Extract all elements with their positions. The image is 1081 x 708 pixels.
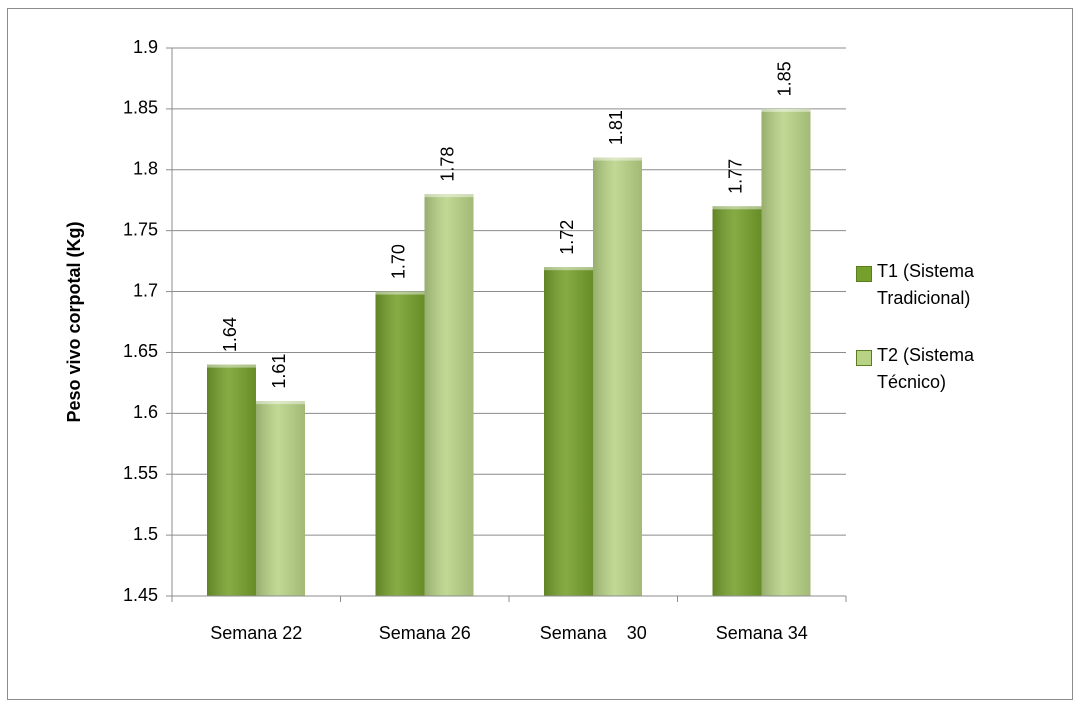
y-tick-label: 1.85 xyxy=(123,98,158,118)
bar-top xyxy=(761,108,811,112)
legend-swatch xyxy=(856,266,872,282)
bar-shade xyxy=(256,401,305,596)
legend: T1 (Sistema Tradicional) T2 (Sistema Técn… xyxy=(856,261,1056,430)
y-tick-label: 1.45 xyxy=(123,585,158,605)
bar-top xyxy=(375,291,425,295)
x-tick-label: Semana 22 xyxy=(210,623,302,643)
y-tick-label: 1.75 xyxy=(123,219,158,239)
value-label: 1.85 xyxy=(775,61,795,96)
y-tick-label: 1.9 xyxy=(133,37,158,57)
frame xyxy=(7,8,1073,700)
legend-swatch xyxy=(856,350,872,366)
bar-shade xyxy=(712,206,762,597)
x-tick-label: Semana 30 xyxy=(540,623,647,643)
bar-shade xyxy=(375,291,425,596)
bar-shade xyxy=(761,108,811,596)
y-tick-label: 1.6 xyxy=(133,402,158,422)
bar-top xyxy=(712,206,762,210)
bar-shade xyxy=(424,194,474,596)
y-tick-label: 1.8 xyxy=(133,159,158,179)
y-axis-label: Peso vivo corpotal (Kg) xyxy=(64,221,84,422)
value-label: 1.61 xyxy=(269,354,289,389)
value-label: 1.78 xyxy=(438,147,458,182)
value-label: 1.64 xyxy=(220,317,240,352)
bar-top xyxy=(256,401,305,405)
x-tick-label: Semana 34 xyxy=(716,623,808,643)
value-label: 1.81 xyxy=(606,110,626,145)
y-tick-label: 1.7 xyxy=(133,280,158,300)
legend-item: T2 (Sistema Técnico) xyxy=(856,345,1056,396)
bar-top xyxy=(593,157,642,161)
bar-top xyxy=(207,364,256,368)
y-tick-label: 1.5 xyxy=(133,524,158,544)
bar-top xyxy=(424,194,474,198)
legend-label: T1 (Sistema Tradicional) xyxy=(877,261,975,308)
bar-top xyxy=(544,267,593,271)
value-label: 1.77 xyxy=(726,159,746,194)
legend-label: T2 (Sistema Técnico) xyxy=(877,345,975,392)
y-tick-label: 1.55 xyxy=(123,463,158,483)
bar-shade xyxy=(544,267,593,596)
x-tick-label: Semana 26 xyxy=(379,623,471,643)
bar-shade xyxy=(593,157,642,596)
value-label: 1.72 xyxy=(557,220,577,255)
value-label: 1.70 xyxy=(389,244,409,279)
legend-item: T1 (Sistema Tradicional) xyxy=(856,261,1056,312)
bar-shade xyxy=(207,364,256,596)
y-tick-label: 1.65 xyxy=(123,341,158,361)
